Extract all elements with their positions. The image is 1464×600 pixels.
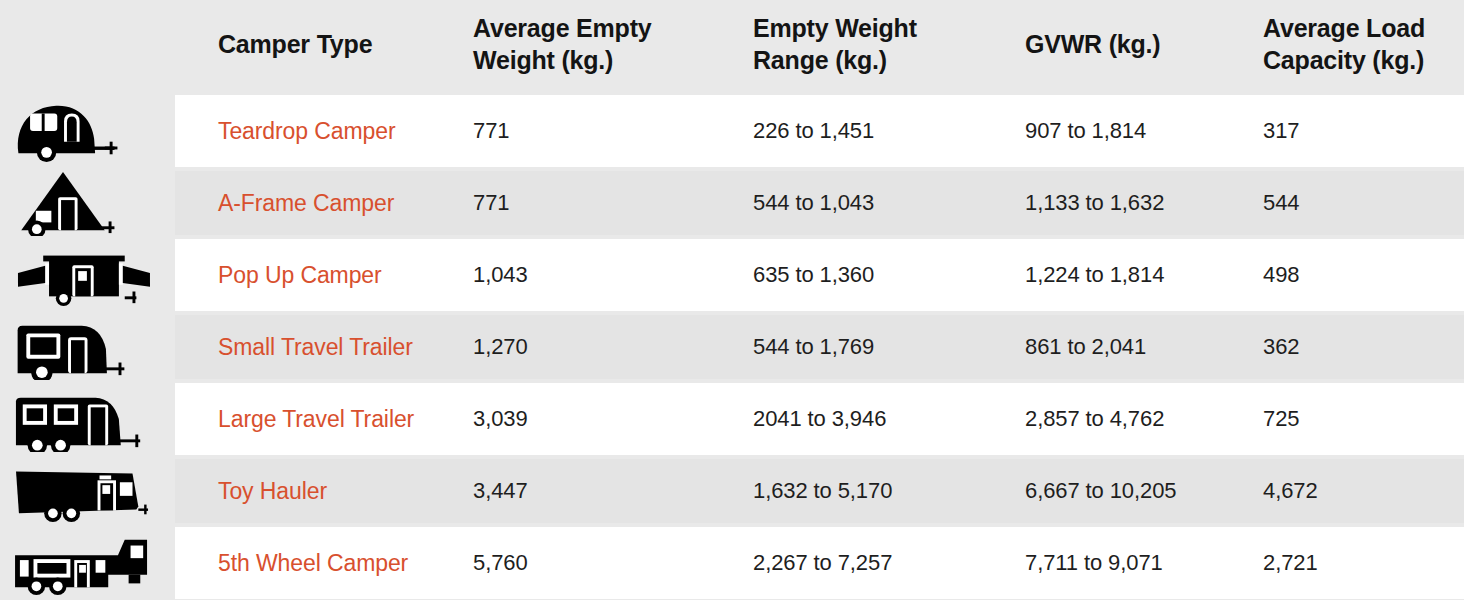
- camper-type-cell: Pop Up Camper: [175, 262, 473, 289]
- table-header: Camper Type Average Empty Weight (kg.) E…: [0, 0, 1464, 95]
- avg-load-capacity-cell: 544: [1263, 190, 1464, 216]
- header-empty-weight-range: Empty Weight Range (kg.): [753, 12, 1025, 76]
- 5th-wheel-camper-icon: [0, 527, 175, 599]
- avg-empty-weight-cell: 5,760: [473, 550, 753, 576]
- empty-weight-range-cell: 544 to 1,769: [753, 334, 1025, 360]
- row-cells: 5th Wheel Camper 5,760 2,267 to 7,257 7,…: [175, 527, 1464, 599]
- avg-load-capacity-cell: 2,721: [1263, 550, 1464, 576]
- row-cells: Small Travel Trailer 1,270 544 to 1,769 …: [175, 311, 1464, 383]
- row-cells: Toy Hauler 3,447 1,632 to 5,170 6,667 to…: [175, 455, 1464, 527]
- avg-empty-weight-cell: 771: [473, 190, 753, 216]
- header-gvwr: GVWR (kg.): [1025, 28, 1263, 60]
- teardrop-camper-icon: [0, 95, 175, 167]
- gvwr-cell: 6,667 to 10,205: [1025, 478, 1263, 504]
- header-line: Camper Type: [218, 28, 473, 60]
- empty-weight-range-cell: 2041 to 3,946: [753, 406, 1025, 432]
- gvwr-cell: 907 to 1,814: [1025, 118, 1263, 144]
- pop-up-camper-icon: [0, 239, 175, 311]
- header-line: Empty Weight: [753, 12, 1025, 44]
- header-cells: Camper Type Average Empty Weight (kg.) E…: [175, 12, 1464, 76]
- header-line: Average Load: [1263, 12, 1464, 44]
- camper-type-cell: A-Frame Camper: [175, 190, 473, 217]
- header-line: Range (kg.): [753, 44, 1025, 76]
- gvwr-cell: 1,224 to 1,814: [1025, 262, 1263, 288]
- table-row: A-Frame Camper 771 544 to 1,043 1,133 to…: [0, 167, 1464, 239]
- avg-load-capacity-cell: 362: [1263, 334, 1464, 360]
- avg-load-capacity-cell: 498: [1263, 262, 1464, 288]
- avg-empty-weight-cell: 1,043: [473, 262, 753, 288]
- camper-type-cell: 5th Wheel Camper: [175, 550, 473, 577]
- camper-weight-table: Camper Type Average Empty Weight (kg.) E…: [0, 0, 1464, 600]
- table-row: Large Travel Trailer 3,039 2041 to 3,946…: [0, 383, 1464, 455]
- a-frame-camper-icon: [0, 167, 175, 239]
- row-cells: Large Travel Trailer 3,039 2041 to 3,946…: [175, 383, 1464, 455]
- row-cells: Teardrop Camper 771 226 to 1,451 907 to …: [175, 95, 1464, 167]
- gvwr-cell: 7,711 to 9,071: [1025, 550, 1263, 576]
- avg-empty-weight-cell: 1,270: [473, 334, 753, 360]
- row-cells: Pop Up Camper 1,043 635 to 1,360 1,224 t…: [175, 239, 1464, 311]
- large-travel-trailer-icon: [0, 383, 175, 455]
- header-line: GVWR (kg.): [1025, 28, 1263, 60]
- table-row: Toy Hauler 3,447 1,632 to 5,170 6,667 to…: [0, 455, 1464, 527]
- empty-weight-range-cell: 2,267 to 7,257: [753, 550, 1025, 576]
- empty-weight-range-cell: 635 to 1,360: [753, 262, 1025, 288]
- row-cells: A-Frame Camper 771 544 to 1,043 1,133 to…: [175, 167, 1464, 239]
- avg-load-capacity-cell: 317: [1263, 118, 1464, 144]
- header-line: Capacity (kg.): [1263, 44, 1464, 76]
- toy-hauler-icon: [0, 455, 175, 527]
- camper-type-cell: Small Travel Trailer: [175, 334, 473, 361]
- avg-empty-weight-cell: 3,039: [473, 406, 753, 432]
- gvwr-cell: 1,133 to 1,632: [1025, 190, 1263, 216]
- gvwr-cell: 2,857 to 4,762: [1025, 406, 1263, 432]
- avg-load-capacity-cell: 4,672: [1263, 478, 1464, 504]
- camper-type-cell: Teardrop Camper: [175, 118, 473, 145]
- table-row: Pop Up Camper 1,043 635 to 1,360 1,224 t…: [0, 239, 1464, 311]
- header-line: Average Empty: [473, 12, 753, 44]
- empty-weight-range-cell: 1,632 to 5,170: [753, 478, 1025, 504]
- avg-empty-weight-cell: 771: [473, 118, 753, 144]
- empty-weight-range-cell: 226 to 1,451: [753, 118, 1025, 144]
- gvwr-cell: 861 to 2,041: [1025, 334, 1263, 360]
- avg-empty-weight-cell: 3,447: [473, 478, 753, 504]
- header-camper-type: Camper Type: [175, 28, 473, 60]
- small-travel-trailer-icon: [0, 311, 175, 383]
- header-avg-empty-weight: Average Empty Weight (kg.): [473, 12, 753, 76]
- table-row: Small Travel Trailer 1,270 544 to 1,769 …: [0, 311, 1464, 383]
- avg-load-capacity-cell: 725: [1263, 406, 1464, 432]
- camper-type-cell: Toy Hauler: [175, 478, 473, 505]
- camper-type-cell: Large Travel Trailer: [175, 406, 473, 433]
- header-avg-load-capacity: Average Load Capacity (kg.): [1263, 12, 1464, 76]
- table-row: 5th Wheel Camper 5,760 2,267 to 7,257 7,…: [0, 527, 1464, 599]
- empty-weight-range-cell: 544 to 1,043: [753, 190, 1025, 216]
- table-row: Teardrop Camper 771 226 to 1,451 907 to …: [0, 95, 1464, 167]
- header-line: Weight (kg.): [473, 44, 753, 76]
